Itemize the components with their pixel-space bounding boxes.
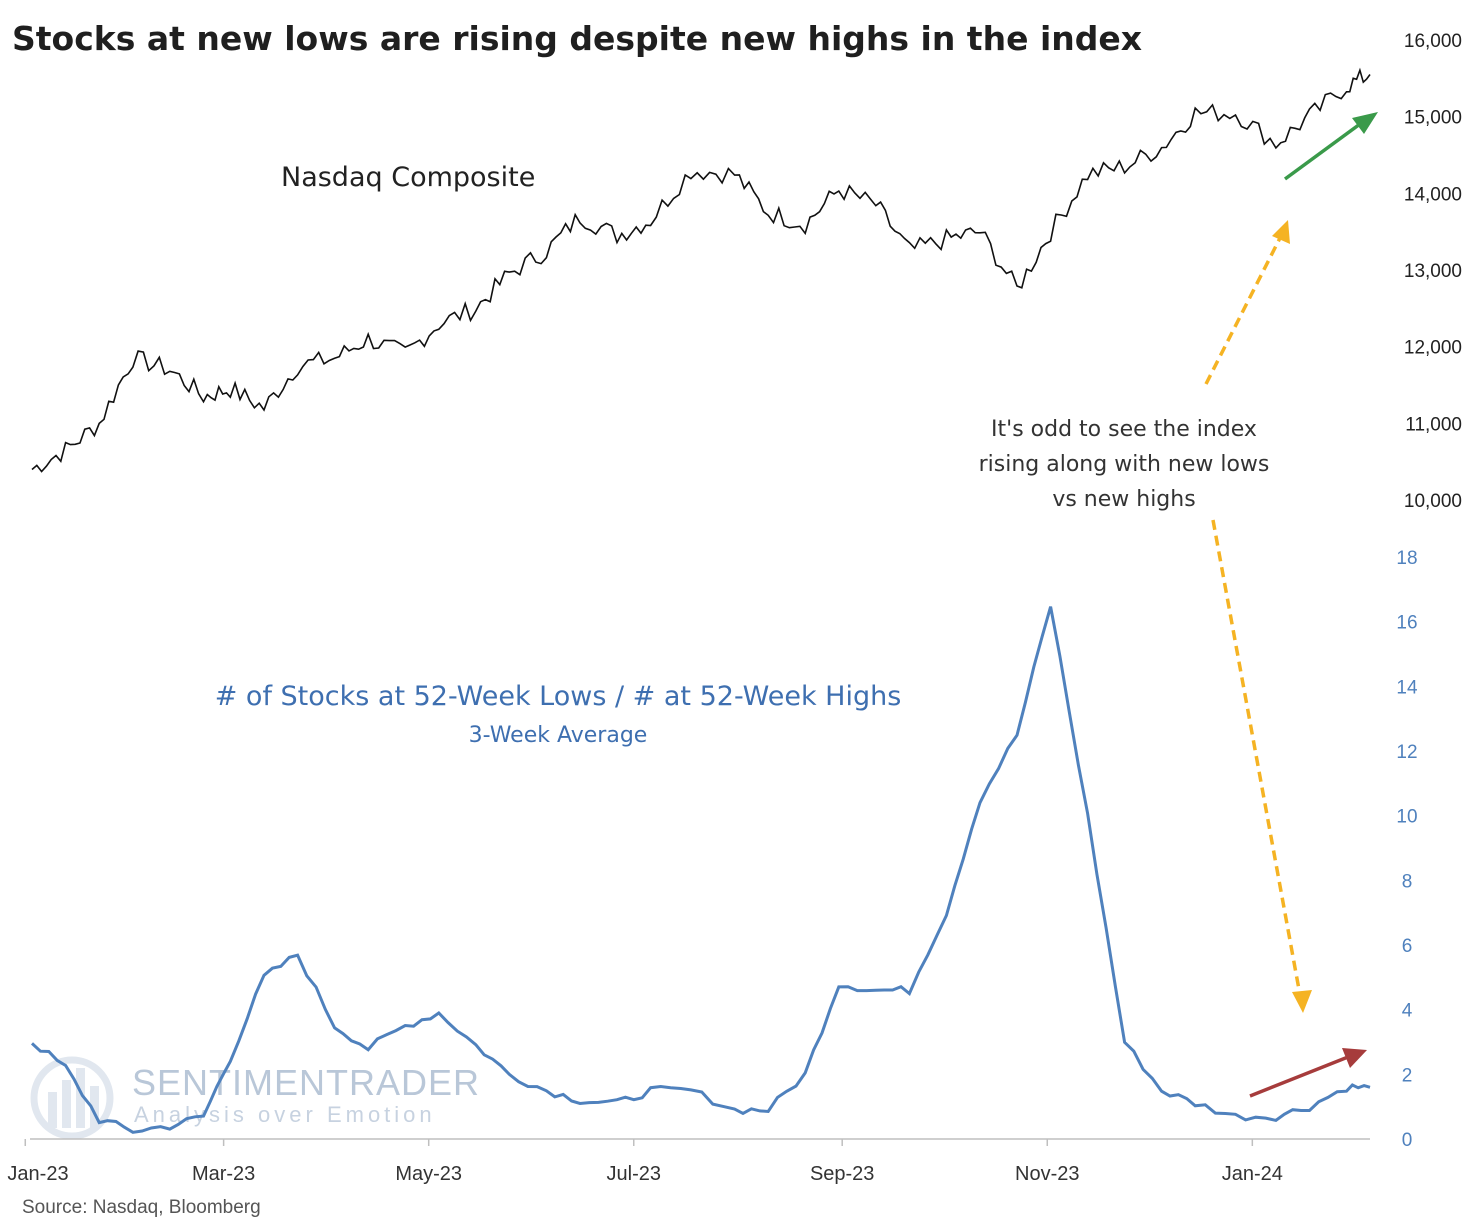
x-tick-label: May-23 (395, 1163, 462, 1185)
ratio-point (616, 1102, 619, 1105)
annotation-line-1: It's odd to see the index (991, 417, 1257, 442)
ratio-series-sublabel: 3-Week Average (469, 723, 648, 748)
nasdaq-y-tick: 14,000 (1404, 184, 1462, 205)
ratio-y-tick: 2 (1402, 1065, 1413, 1086)
nasdaq-point (131, 357, 134, 360)
nasdaq-point (404, 353, 407, 356)
x-axis: Jan-23 Mar-23 May-23 Jul-23 Sep-23 Nov-23 Jan-… (7, 1139, 1283, 1185)
nasdaq-y-axis: 10,000 11,000 12,000 13,000 14,000 15,000 16,0… (1404, 31, 1462, 512)
ratio-point (1274, 1115, 1277, 1118)
nasdaq-series-label: Nasdaq Composite (281, 162, 535, 193)
arrow-green (1283, 112, 1378, 181)
nasdaq-y-tick: 13,000 (1404, 261, 1462, 282)
nasdaq-point (616, 234, 619, 237)
nasdaq-y-tick: 12,000 (1404, 338, 1462, 359)
ratio-y-tick: 12 (1396, 742, 1417, 763)
x-tick-label: Jul-23 (607, 1163, 661, 1185)
ratio-y-tick: 6 (1402, 936, 1413, 957)
watermark-tagline: Analysis over Emotion (134, 1102, 436, 1127)
ratio-y-axis: 0 2 4 6 8 10 12 14 16 18 (1396, 548, 1418, 1151)
x-tick-label: Jan-23 (7, 1163, 68, 1185)
ratio-point (579, 1099, 582, 1102)
watermark-brand: SENTIMENTRADER (132, 1062, 480, 1103)
arrow-dashed-up (1204, 220, 1290, 385)
x-tick-label: Nov-23 (1015, 1163, 1079, 1185)
nasdaq-y-tick: 11,000 (1405, 414, 1462, 435)
nasdaq-point (296, 364, 299, 367)
nasdaq-point (1274, 142, 1277, 145)
nasdaq-series-line (31, 67, 1371, 473)
ratio-y-tick: 18 (1396, 548, 1417, 569)
nasdaq-point (579, 215, 582, 218)
nasdaq-point (1123, 165, 1126, 168)
nasdaq-point (649, 219, 652, 222)
annotation-line-2: rising along with new lows (979, 452, 1270, 477)
x-tick-label: Mar-23 (192, 1163, 255, 1185)
nasdaq-y-tick: 15,000 (1404, 108, 1462, 129)
ratio-series-label: # of Stocks at 52-Week Lows / # at 52-We… (215, 681, 902, 712)
ratio-y-tick: 0 (1402, 1130, 1413, 1151)
arrow-red (1249, 1048, 1367, 1098)
nasdaq-y-tick: 10,000 (1404, 491, 1462, 512)
nasdaq-y-tick: 16,000 (1404, 31, 1462, 52)
ratio-y-tick: 4 (1402, 1001, 1413, 1022)
ratio-y-tick: 16 (1396, 613, 1417, 634)
nasdaq-point (908, 249, 911, 252)
nasdaq-point (1086, 173, 1089, 176)
nasdaq-point (229, 387, 232, 390)
x-tick-label: Sep-23 (810, 1163, 875, 1185)
nasdaq-points (31, 73, 1372, 471)
watermark-logo-icon (30, 1056, 114, 1140)
nasdaq-point (1016, 288, 1019, 291)
ratio-series-line (30, 606, 1371, 1134)
nasdaq-point (437, 322, 440, 325)
ratio-y-tick: 14 (1396, 677, 1418, 698)
arrow-dashed-down (1211, 519, 1312, 1013)
x-tick-label: Jan-24 (1222, 1163, 1283, 1185)
ratio-y-tick: 10 (1396, 807, 1417, 828)
nasdaq-point (804, 223, 807, 226)
nasdaq-point (1234, 111, 1237, 114)
nasdaq-point (689, 169, 692, 172)
ratio-y-tick: 8 (1402, 871, 1413, 892)
ratio-point (837, 982, 840, 985)
annotation: It's odd to see the index rising along w… (979, 417, 1270, 512)
nasdaq-point (1345, 85, 1348, 88)
nasdaq-point (945, 238, 948, 241)
nasdaq-point (1308, 115, 1311, 118)
annotation-line-3: vs new highs (1052, 487, 1195, 512)
source-note: Source: Nasdaq, Bloomberg (22, 1197, 261, 1218)
watermark: SENTIMENTRADER Analysis over Emotion (30, 1056, 480, 1140)
nasdaq-point (202, 395, 205, 398)
chart-title: Stocks at new lows are rising despite ne… (12, 19, 1142, 58)
